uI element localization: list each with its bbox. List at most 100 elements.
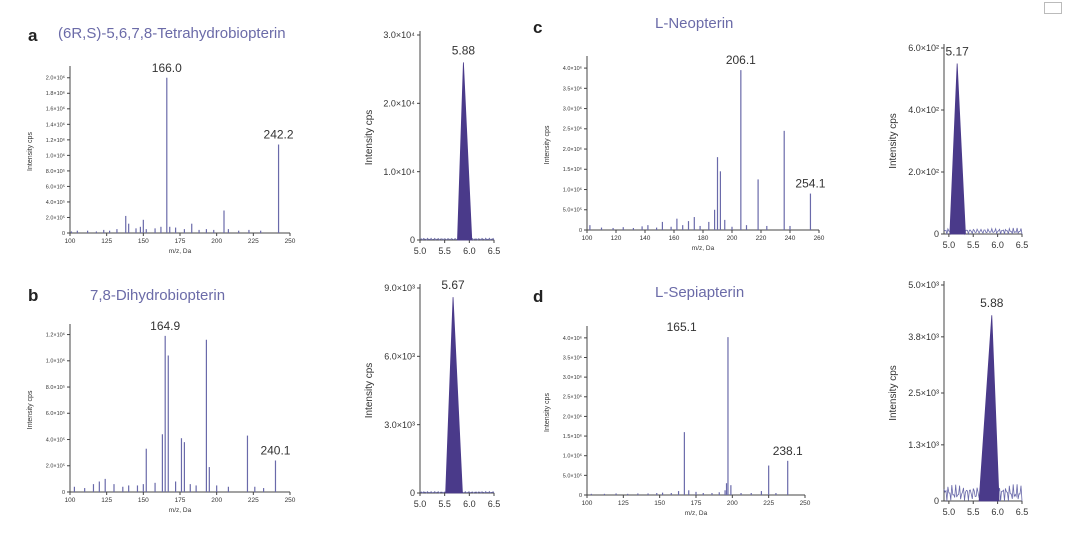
d-ms-xtick-label: 175 [691,500,702,507]
c-lc-xtick-label: 5.5 [967,240,980,250]
a-lc-xtick-label: 5.0 [414,246,427,256]
b-lc-xtick-label: 5.5 [438,499,451,509]
a-ms-data-label: 242.2 [264,128,294,142]
d-lc-xtick-label: 6.5 [1016,507,1029,517]
c-lc-peak-area [949,63,966,235]
b-lc-ytick-label: 3.0×10³ [384,420,415,430]
a-ms-xtick-label: 200 [211,238,222,245]
panel-label-a: a [28,26,38,45]
d-lc-xtick-label: 5.5 [967,507,980,517]
c-ms-ytick-label: 3.0×10⁶ [563,105,582,112]
a-ms-xtick-label: 225 [248,238,259,245]
b-ms-xlabel: m/z, Da [169,507,192,514]
c-ms-ylabel: Intensity cps [544,125,551,164]
c-lc-xtick-label: 5.0 [943,240,956,250]
a-ms-ytick-label: 1.6×10⁶ [46,106,65,113]
b-ms-ytick-label: 2.0×10⁵ [46,463,65,470]
b-lc-peak-area [445,297,463,494]
a-lc-peak-area [457,62,473,241]
d-ms-ytick-label: 0 [579,493,582,499]
a-lc-baseline [419,237,495,241]
b-ms-ytick-label: 1.2×10⁶ [46,331,65,338]
a-ms-ytick-label: 2.0×10⁵ [46,214,65,221]
c-ms-ytick-label: 0 [579,228,582,234]
b-ms-title: 7,8-Dihydrobiopterin [90,287,225,304]
b-lc-ytick-label: 6.0×10³ [384,351,415,361]
c-ms-xtick-label: 100 [582,235,593,242]
c-ms-xlabel: m/z, Da [692,245,715,252]
c-ms-data-label: 254.1 [795,177,825,191]
d-ms-ytick-label: 4.0×10⁶ [563,335,582,342]
d-lc-xtick-label: 5.0 [943,507,956,517]
c-ms-ytick-label: 4.0×10⁶ [563,65,582,72]
d-ms-data-label: 238.1 [773,444,803,458]
a-ms-ytick-label: 2.0×10⁶ [46,75,65,82]
a-lc-ytick-label: 0 [410,235,415,245]
d-lc-ylabel: Intensity cps [888,365,899,421]
d-ms-ytick-label: 2.0×10⁶ [563,413,582,420]
c-lc-ytick-label: 6.0×10² [908,43,939,53]
d-ms-ylabel: Intensity cps [544,393,551,432]
a-ms-xtick-label: 250 [285,238,296,245]
d-ms-xtick-label: 225 [763,500,774,507]
panel-label-d: d [533,287,543,306]
b-ms-xtick-label: 250 [285,497,296,504]
a-ms-ytick-label: 6.0×10⁵ [46,183,65,190]
d-ms-ytick-label: 5.0×10⁵ [563,472,582,479]
d-ms-ytick-label: 2.5×10⁶ [563,394,582,401]
a-lc-ytick-label: 1.0×10⁴ [383,167,415,177]
c-lc-ytick-label: 4.0×10² [908,105,939,115]
c-ms-ytick-label: 5.0×10⁵ [563,207,582,214]
b-ms-xtick-label: 175 [175,497,186,504]
b-lc-xtick-label: 6.0 [463,499,476,509]
d-ms-xtick-label: 150 [654,500,665,507]
a-ms-ytick-label: 8.0×10⁵ [46,168,65,175]
b-ms-ylabel: Intensity cps [27,390,34,429]
b-ms-data-label: 240.1 [260,444,290,458]
a-ms-ytick-label: 1.0×10⁶ [46,152,65,159]
c-ms-xtick-label: 240 [785,235,796,242]
a-ms-ytick-label: 0 [62,231,65,237]
d-lc-ytick-label: 3.8×10³ [908,332,939,342]
c-ms-xtick-label: 220 [756,235,767,242]
d-ms-data-label: 165.1 [667,320,697,334]
d-ms-ytick-label: 3.5×10⁶ [563,354,582,361]
panel-label-c: c [533,18,542,37]
d-ms-xtick-label: 200 [727,500,738,507]
d-ms-ytick-label: 1.5×10⁶ [563,433,582,440]
b-lc-data-label: 5.67 [441,278,465,292]
b-lc-xtick-label: 5.0 [414,499,427,509]
d-ms-xtick-label: 100 [582,500,593,507]
a-ms-xtick-label: 125 [101,238,112,245]
c-ms-ytick-label: 1.5×10⁶ [563,166,582,173]
d-lc-ytick-label: 0 [934,496,939,506]
d-lc-ytick-label: 5.0×10³ [908,280,939,290]
b-ms-xtick-label: 100 [65,497,76,504]
a-lc-xtick-label: 6.5 [488,246,501,256]
d-lc-ytick-label: 2.5×10³ [908,388,939,398]
d-ms-ytick-label: 1.0×10⁶ [563,453,582,460]
b-ms-xtick-label: 150 [138,497,149,504]
b-ms-ytick-label: 0 [62,490,65,496]
c-lc-xtick-label: 6.0 [991,240,1004,250]
a-lc-data-label: 5.88 [452,43,476,57]
c-lc-xtick-label: 6.5 [1016,240,1029,250]
c-lc-ylabel: Intensity cps [888,113,899,169]
c-ms-xtick-label: 140 [640,235,651,242]
c-ms-xtick-label: 260 [814,235,825,242]
a-lc-ylabel: Intensity cps [364,110,375,166]
c-lc-ytick-label: 2.0×10² [908,167,939,177]
a-ms-data-label: 166.0 [152,61,182,75]
a-lc-xtick-label: 5.5 [438,246,451,256]
b-ms-ytick-label: 1.0×10⁶ [46,358,65,365]
a-ms-xtick-label: 150 [138,238,149,245]
d-lc-xtick-label: 6.0 [991,507,1004,517]
d-ms-title: L-Sepiapterin [655,284,744,301]
c-ms-ytick-label: 1.0×10⁶ [563,186,582,193]
a-lc-ytick-label: 2.0×10⁴ [383,98,415,108]
a-ms-ytick-label: 4.0×10⁵ [46,199,65,206]
c-ms-xtick-label: 200 [727,235,738,242]
b-ms-xtick-label: 125 [101,497,112,504]
a-lc-ytick-label: 3.0×10⁴ [383,30,415,40]
